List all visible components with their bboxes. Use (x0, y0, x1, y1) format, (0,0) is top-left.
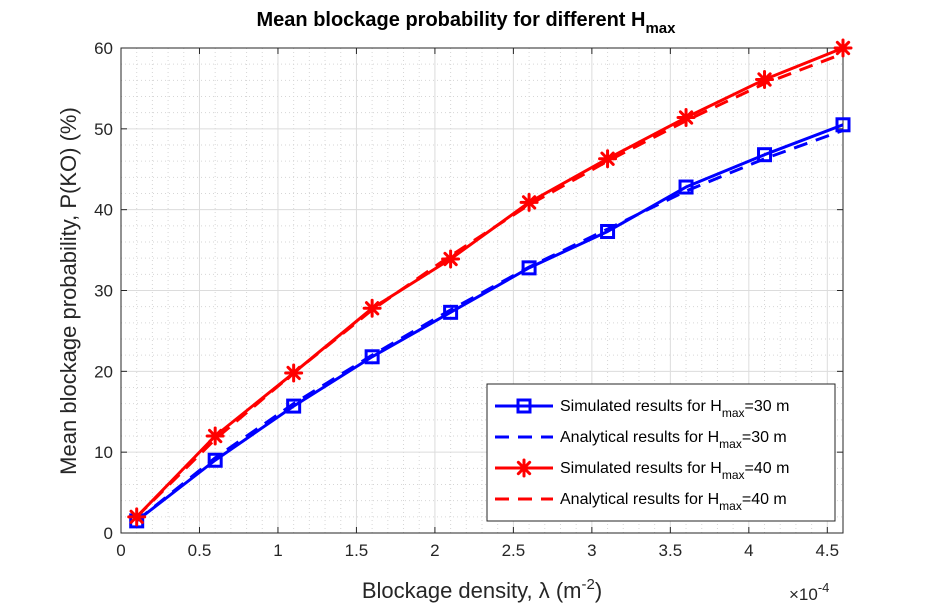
x-tick-label: 0.5 (188, 541, 212, 560)
x-tick-label: 2 (430, 541, 439, 560)
legend: Simulated results for Hmax=30 m Analytica… (486, 383, 836, 522)
y-tick-label: 10 (94, 443, 113, 462)
square-marker (443, 304, 459, 320)
asterisk-marker (519, 192, 539, 212)
asterisk-marker (284, 363, 304, 383)
y-tick-label: 40 (94, 201, 113, 220)
x-axis-label: Blockage density, λ (m-2) (362, 576, 602, 603)
x-tick-label: 4.5 (815, 541, 839, 560)
square-marker (516, 398, 532, 414)
y-axis-label: Mean blockage probability, P(KO) (%) (56, 107, 81, 475)
asterisk-stroke (600, 151, 615, 166)
asterisk-stroke (678, 110, 694, 125)
y-tick-label: 30 (94, 282, 113, 301)
asterisk-stroke (757, 72, 772, 87)
x-tick-label: 1 (273, 541, 282, 560)
asterisk-stroke (286, 365, 301, 381)
square-marker (835, 117, 851, 133)
square-marker (364, 349, 380, 365)
asterisk-stroke (516, 460, 532, 476)
asterisk-stroke (835, 40, 851, 56)
asterisk-marker (514, 458, 534, 478)
asterisk-stroke (208, 428, 223, 444)
asterisk-marker (127, 507, 147, 527)
legend-label: Analytical results for Hmax=30 m (560, 429, 787, 451)
x-exponent-label: ×10-4 (789, 580, 829, 604)
square-marker (521, 260, 537, 276)
asterisk-stroke (521, 195, 537, 210)
x-tick-label: 2.5 (502, 541, 526, 560)
asterisk-marker (362, 298, 382, 318)
plot-area (127, 38, 853, 529)
asterisk-marker (205, 426, 225, 446)
square-marker (757, 147, 773, 163)
x-tick-label: 3 (587, 541, 596, 560)
axes: 0 0.5 1 1.5 2 2.5 3 3.5 4 4.5 0 10 20 30 40 50 60 (94, 39, 844, 560)
asterisk-marker (755, 70, 775, 90)
asterisk-marker (598, 149, 618, 169)
legend-label: Simulated results for Hmax=30 m (560, 398, 789, 420)
legend-label: Simulated results for Hmax=40 m (560, 460, 789, 482)
x-tick-label: 1.5 (345, 541, 369, 560)
asterisk-stroke (364, 301, 380, 316)
legend-label: Analytical results for Hmax=40 m (560, 491, 787, 513)
y-tick-label: 20 (94, 362, 113, 381)
x-tick-label: 3.5 (659, 541, 683, 560)
asterisk-marker (833, 38, 853, 58)
y-tick-label: 60 (94, 39, 113, 58)
y-tick-label: 0 (104, 524, 113, 543)
asterisk-marker (676, 108, 696, 128)
x-tick-label: 0 (116, 541, 125, 560)
chart-title: Mean blockage probability for different … (257, 9, 677, 37)
series-line (135, 46, 844, 518)
x-tick-label: 4 (744, 541, 753, 560)
series-line (135, 123, 844, 523)
square-marker (678, 179, 694, 195)
square-marker (286, 398, 302, 414)
asterisk-stroke (443, 251, 458, 267)
asterisk-marker (441, 249, 461, 269)
square-marker (207, 452, 223, 468)
asterisk-stroke (129, 509, 144, 524)
square-marker (600, 223, 616, 239)
y-tick-label: 50 (94, 120, 113, 139)
